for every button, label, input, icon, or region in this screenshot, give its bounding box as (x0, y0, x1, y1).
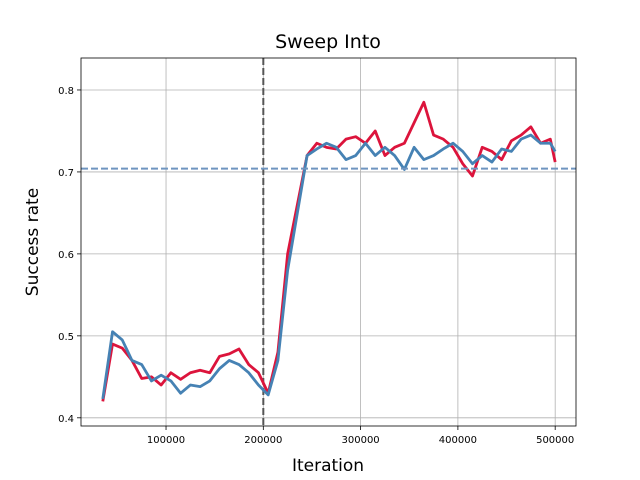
chart-title: Sweep Into (275, 31, 381, 53)
x-tick-label: 400000 (439, 435, 477, 446)
y-tick-label: 0.4 (58, 414, 74, 425)
y-tick-label: 0.8 (58, 86, 74, 97)
x-tick-label: 100000 (147, 435, 185, 446)
y-axis-label: Success rate (23, 188, 43, 296)
y-tick-label: 0.6 (58, 250, 74, 261)
series-line (101, 133, 557, 400)
x-tick-label: 500000 (536, 435, 574, 446)
x-tick-label: 300000 (342, 435, 380, 446)
x-axis-label: Iteration (292, 456, 364, 476)
series-line (101, 100, 557, 402)
plot-frame (80, 57, 577, 427)
y-tick-label: 0.5 (58, 332, 74, 343)
y-tick-label: 0.7 (58, 168, 74, 179)
x-tick-label: 200000 (244, 435, 282, 446)
